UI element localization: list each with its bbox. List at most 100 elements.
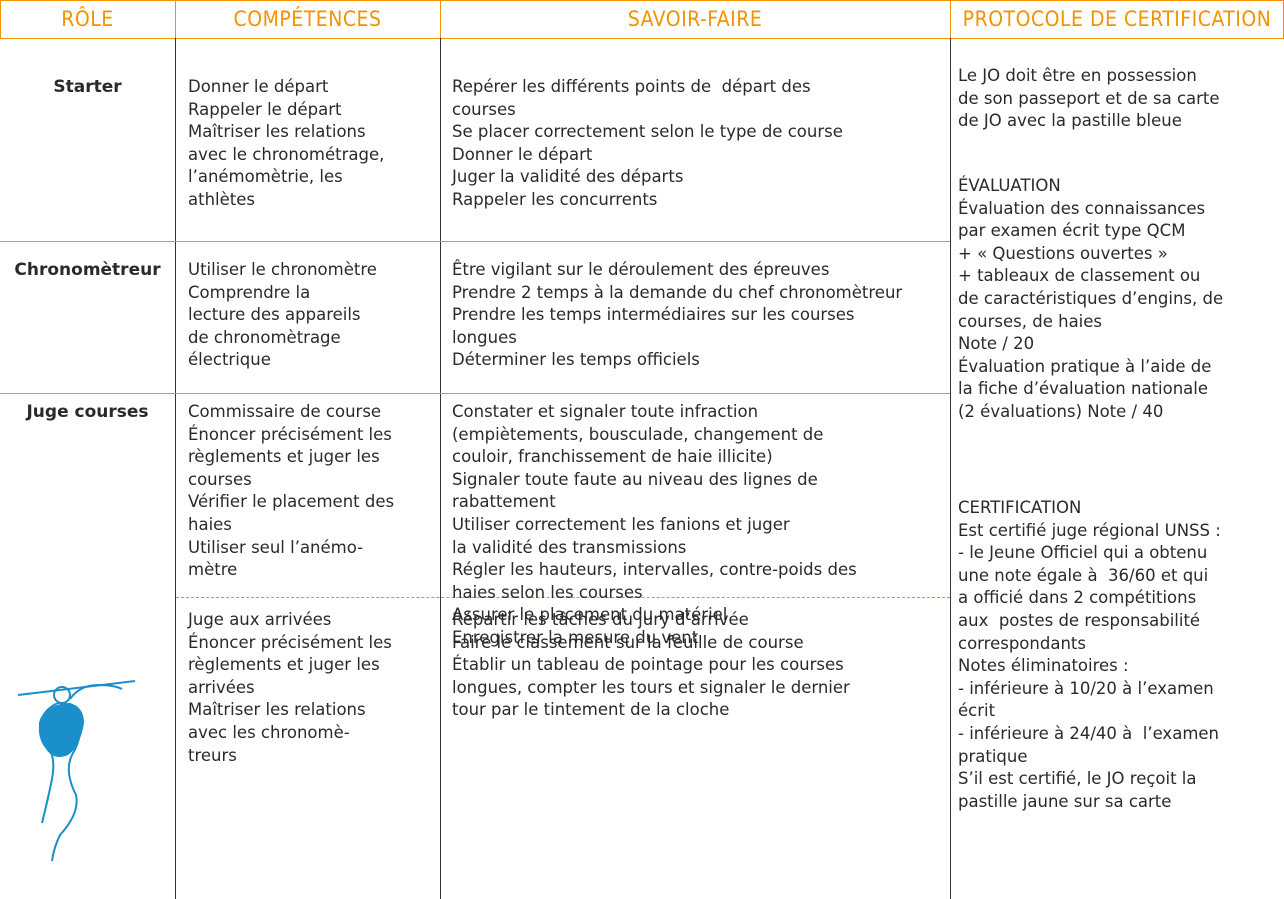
competence-line: courses bbox=[188, 469, 252, 489]
protocol-line: une note égale à 36/60 et qui bbox=[958, 565, 1209, 585]
protocol-line: Note / 20 bbox=[958, 334, 1035, 354]
competence-line: Juge aux arrivées bbox=[188, 610, 332, 629]
competence-line: athlètes bbox=[188, 190, 255, 209]
protocol-line: écrit bbox=[958, 701, 996, 721]
competence-line: règlements et juger les bbox=[188, 655, 380, 675]
savoir-faire-line: haies selon les courses bbox=[452, 582, 643, 602]
protocol-line: - inférieure à 24/40 à l’examen bbox=[958, 724, 1219, 743]
protocol-line: par examen écrit type QCM bbox=[958, 221, 1186, 241]
competence-line: Donner le départ bbox=[188, 77, 329, 96]
savoir-faire-line: Constater et signaler toute infraction bbox=[452, 402, 759, 421]
row-separator bbox=[0, 393, 950, 394]
savoir-faire-line: longues bbox=[452, 327, 517, 347]
competence-line: Utiliser le chronomètre bbox=[188, 260, 377, 279]
column-header: PROTOCOLE DE CERTIFICATION bbox=[962, 7, 1272, 31]
competence-line: électrique bbox=[188, 350, 271, 370]
column-header: RÔLE bbox=[61, 7, 114, 31]
savoir-faire-line: (empiètements, bousculade, changement de bbox=[452, 424, 824, 444]
protocol-line: + « Questions ouvertes » bbox=[958, 243, 1168, 263]
protocol-line: S’il est certifié, le JO reçoit la bbox=[958, 769, 1197, 789]
column-separator bbox=[950, 38, 951, 899]
competence-line: lecture des appareils bbox=[188, 305, 361, 325]
protocol-line: Évaluation pratique à l’aide de bbox=[958, 356, 1212, 376]
competence-line: Vérifier le placement des bbox=[188, 492, 395, 512]
competence-line: treurs bbox=[188, 745, 237, 765]
protocol-line: correspondants bbox=[958, 633, 1086, 653]
savoir-faire-line: Établir un tableau de pointage pour les … bbox=[452, 655, 844, 675]
protocol-line: la fiche d’évaluation nationale bbox=[958, 379, 1209, 399]
protocol-line: de son passeport et de sa carte bbox=[958, 88, 1220, 108]
competence-line: Maîtriser les relations bbox=[188, 700, 366, 720]
protocol-line: Le JO doit être en possession bbox=[958, 66, 1197, 85]
row-separator-dashed bbox=[176, 597, 950, 598]
savoir-faire-line: longues, compter les tours et signaler l… bbox=[452, 677, 850, 697]
competence-line: Énoncer précisément les bbox=[188, 424, 392, 444]
competence-line: avec les chronomè- bbox=[188, 723, 350, 742]
savoir-faire-line: Repérer les différents points de départ … bbox=[452, 77, 811, 96]
protocol-line: (2 évaluations) Note / 40 bbox=[958, 402, 1164, 421]
savoir-faire-line: Prendre 2 temps à la demande du chef chr… bbox=[452, 282, 903, 302]
competence-line: Comprendre la bbox=[188, 282, 311, 302]
savoir-faire-line: Prendre les temps intermédiaires sur les… bbox=[452, 305, 855, 325]
protocol-line: courses, de haies bbox=[958, 311, 1103, 331]
protocol-line: de JO avec la pastille bleue bbox=[958, 111, 1182, 131]
role: Chronomètreur bbox=[14, 260, 161, 280]
savoir-faire-line: Utiliser correctement les fanions et jug… bbox=[452, 515, 790, 534]
savoir-faire-line: Être vigilant sur le déroulement des épr… bbox=[452, 260, 830, 279]
column-header: SAVOIR-FAIRE bbox=[627, 7, 763, 31]
savoir-faire-line: Régler les hauteurs, intervalles, contre… bbox=[452, 560, 857, 580]
competence-line: règlements et juger les bbox=[188, 447, 380, 467]
competence-line: l’anémomètrie, les bbox=[188, 167, 343, 187]
savoir-faire-line: Assurer le placement du matériel bbox=[452, 605, 728, 625]
protocol-line: Est certifié juge régional UNSS : bbox=[958, 520, 1221, 540]
protocol-line: pratique bbox=[958, 746, 1028, 766]
competence-line: Rappeler le départ bbox=[188, 99, 342, 119]
protocol-line: Notes éliminatoires : bbox=[958, 656, 1129, 676]
column-separator bbox=[440, 38, 441, 899]
savoir-faire-line: Donner le départ bbox=[452, 144, 593, 164]
header-separator bbox=[175, 0, 176, 38]
savoir-faire-line: Déterminer les temps officiels bbox=[452, 350, 700, 370]
competence-line: avec le chronométrage, bbox=[188, 144, 385, 164]
role: Juge courses bbox=[26, 402, 149, 422]
savoir-faire-line: courses bbox=[452, 99, 516, 119]
column-header: COMPÉTENCES bbox=[233, 7, 382, 31]
competence-line: mètre bbox=[188, 560, 238, 580]
savoir-faire-line: rabattement bbox=[452, 492, 556, 512]
competence-line: Maîtriser les relations bbox=[188, 122, 366, 142]
protocol-line: Évaluation des connaissances bbox=[958, 198, 1206, 218]
savoir-faire-line: Se placer correctement selon le type de … bbox=[452, 122, 843, 142]
protocol-line: aux postes de responsabilité bbox=[958, 611, 1201, 630]
role: Starter bbox=[53, 77, 122, 97]
savoir-faire-line: Faire le classement sur la feuille de co… bbox=[452, 632, 804, 652]
protocol-line: CERTIFICATION bbox=[958, 498, 1082, 517]
savoir-faire-line: tour par le tintement de la cloche bbox=[452, 700, 730, 720]
savoir-faire-line: Rappeler les concurrents bbox=[452, 190, 658, 209]
protocol-line: pastille jaune sur sa carte bbox=[958, 791, 1172, 811]
row-separator bbox=[0, 241, 950, 242]
savoir-faire-line: Juger la validité des départs bbox=[452, 167, 684, 187]
header-separator bbox=[440, 0, 441, 38]
savoir-faire-line: Enregistrer la mesure du vent bbox=[452, 628, 699, 647]
column-separator bbox=[175, 38, 176, 899]
savoir-faire-line: la validité des transmissions bbox=[452, 537, 687, 557]
javelin-illustration bbox=[17, 680, 136, 862]
protocol-line: - inférieure à 10/20 à l’examen bbox=[958, 678, 1214, 698]
savoir-faire-line: couloir, franchissement de haie illicite… bbox=[452, 447, 773, 467]
competence-line: Commissaire de course bbox=[188, 402, 382, 421]
protocol-line: + tableaux de classement ou bbox=[958, 266, 1201, 286]
competence-line: de chronomètrage bbox=[188, 327, 341, 347]
savoir-faire-line: Signaler toute faute au niveau des ligne… bbox=[452, 469, 818, 489]
competence-line: Énoncer précisément les bbox=[188, 632, 392, 652]
protocol-line: ÉVALUATION bbox=[958, 176, 1061, 195]
header-separator bbox=[950, 0, 951, 38]
competence-line: haies bbox=[188, 515, 232, 534]
protocol-line: de caractéristiques d’engins, de bbox=[958, 289, 1224, 308]
competence-line: arrivées bbox=[188, 677, 255, 697]
protocol-line: a officié dans 2 compétitions bbox=[958, 588, 1197, 608]
competence-line: Utiliser seul l’anémo- bbox=[188, 537, 364, 557]
protocol-line: - le Jeune Officiel qui a obtenu bbox=[958, 543, 1208, 563]
savoir-faire-line: Répartir les tâches du jury d’arrivée bbox=[452, 610, 749, 629]
